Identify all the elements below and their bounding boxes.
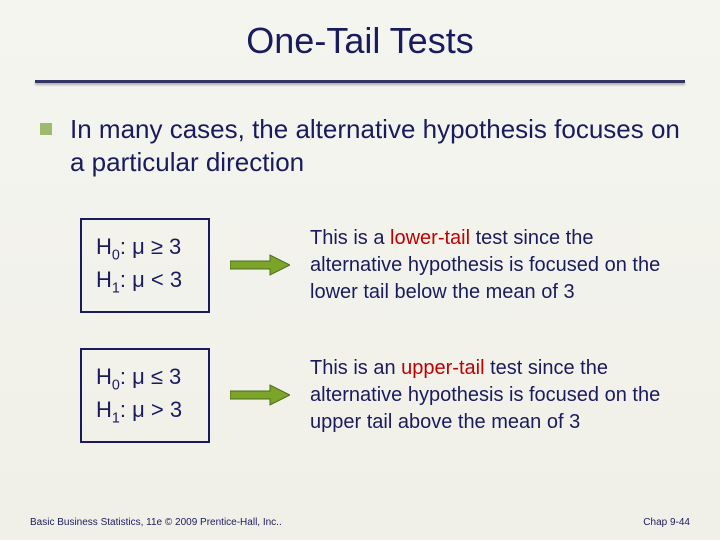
hypothesis-box: H0: μ ≥ 3 H1: μ < 3 bbox=[80, 218, 210, 313]
hypothesis-box: H0: μ ≤ 3 H1: μ > 3 bbox=[80, 348, 210, 443]
main-bullet: In many cases, the alternative hypothesi… bbox=[30, 113, 690, 178]
footer: Basic Business Statistics, 11e © 2009 Pr… bbox=[30, 517, 690, 528]
footer-left: Basic Business Statistics, 11e © 2009 Pr… bbox=[30, 517, 282, 528]
h0-line: H0: μ ≥ 3 bbox=[96, 232, 194, 265]
footer-right: Chap 9-44 bbox=[643, 517, 690, 528]
h1-line: H1: μ < 3 bbox=[96, 265, 194, 298]
arrow-icon bbox=[230, 384, 290, 406]
hypothesis-row: H0: μ ≤ 3 H1: μ > 3 This is an upper-tai… bbox=[80, 348, 690, 443]
explanation-text: This is a lower-tail test since the alte… bbox=[310, 225, 690, 306]
highlight-word: upper-tail bbox=[401, 357, 484, 379]
slide: One-Tail Tests In many cases, the altern… bbox=[0, 0, 720, 540]
explanation-text: This is an upper-tail test since the alt… bbox=[310, 355, 690, 436]
main-text: In many cases, the alternative hypothesi… bbox=[70, 113, 680, 178]
hypothesis-row: H0: μ ≥ 3 H1: μ < 3 This is a lower-tail… bbox=[80, 218, 690, 313]
arrow-shape bbox=[230, 385, 290, 405]
hypothesis-rows: H0: μ ≥ 3 H1: μ < 3 This is a lower-tail… bbox=[30, 218, 690, 443]
h0-line: H0: μ ≤ 3 bbox=[96, 362, 194, 395]
h1-line: H1: μ > 3 bbox=[96, 395, 194, 428]
arrow-shape bbox=[230, 255, 290, 275]
slide-title: One-Tail Tests bbox=[30, 20, 690, 72]
bullet-square-icon bbox=[40, 123, 52, 135]
highlight-word: lower-tail bbox=[390, 227, 470, 249]
title-underline bbox=[35, 80, 685, 83]
arrow-icon bbox=[230, 254, 290, 276]
